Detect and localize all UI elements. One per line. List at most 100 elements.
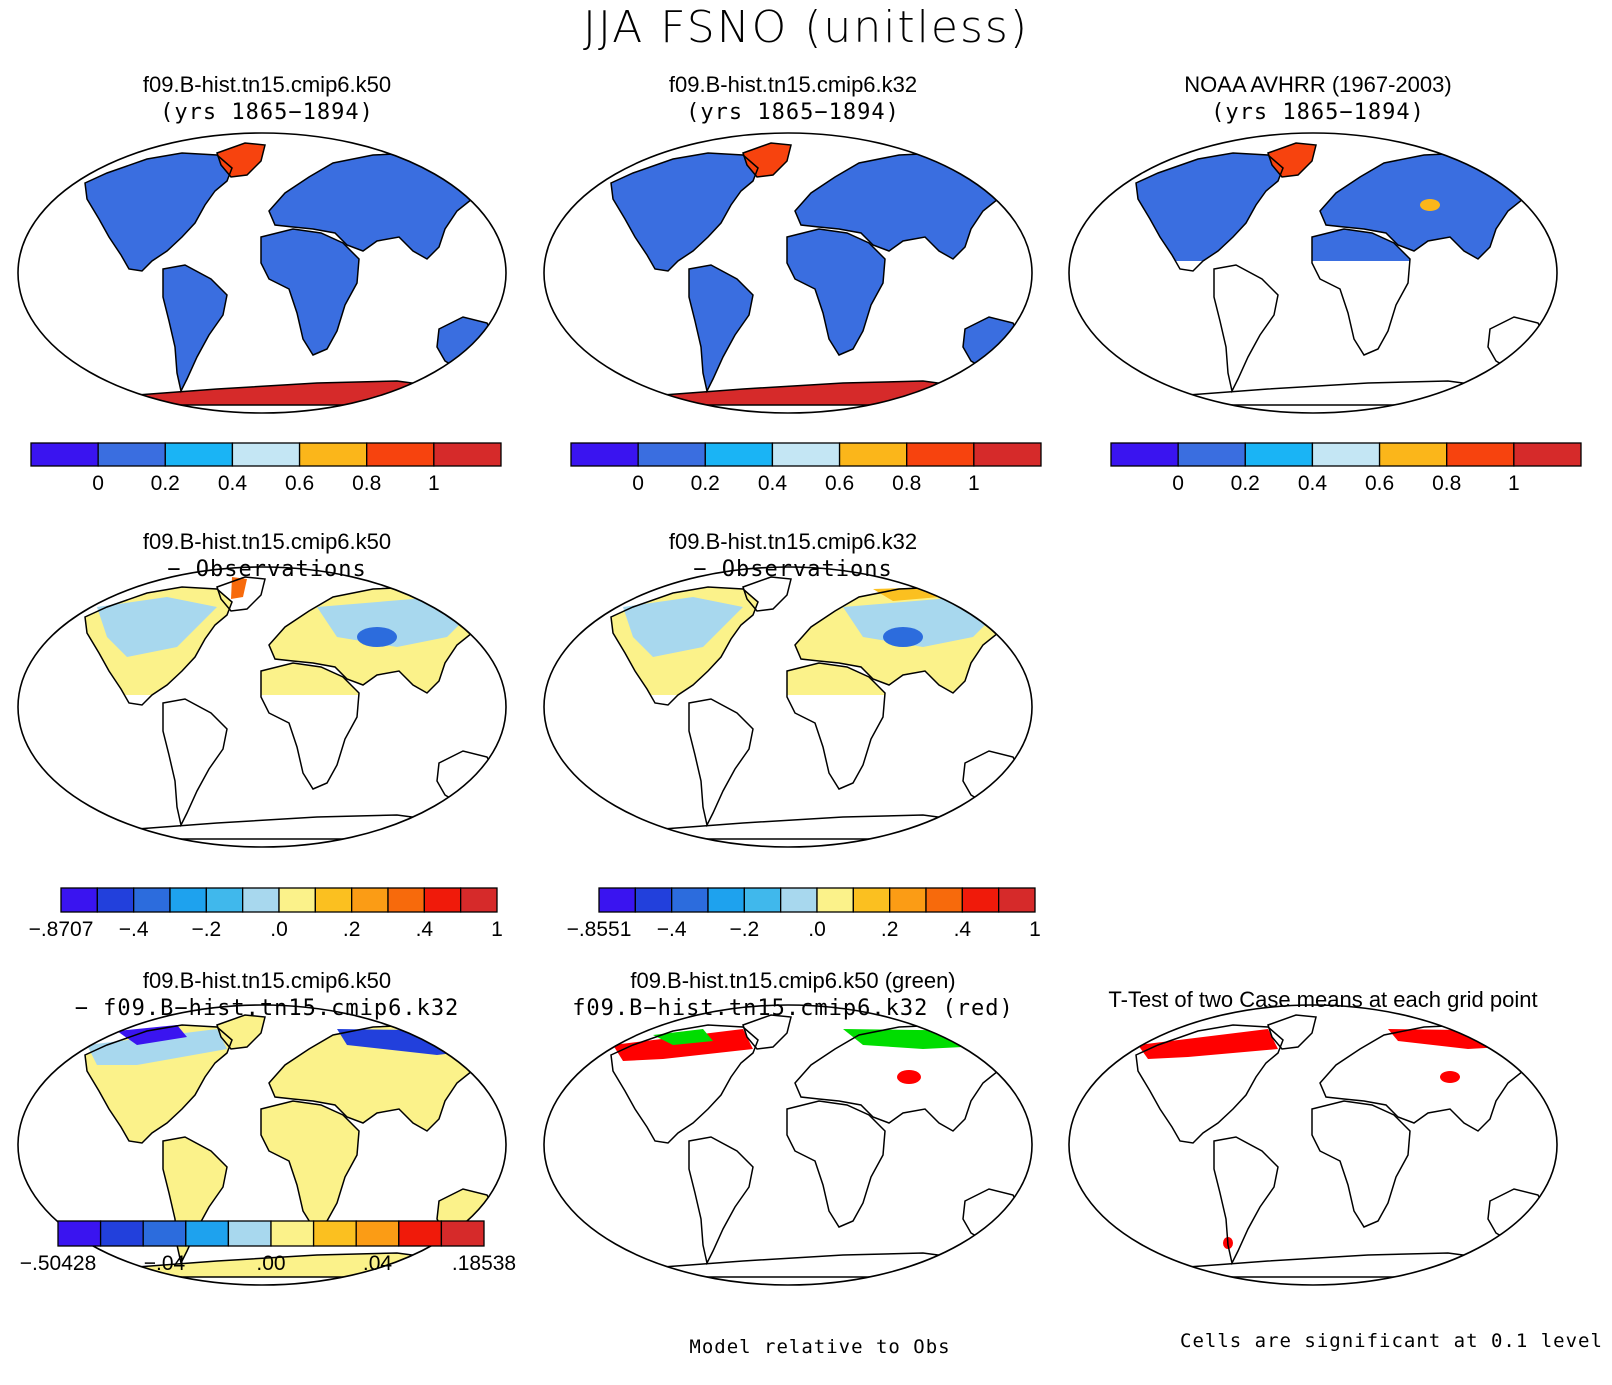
colorbar-6-swatch: [57, 1220, 102, 1247]
panel-4-subtitle: − Observations: [167, 557, 367, 582]
colorbar-3-swatch: [1177, 442, 1246, 467]
colorbar-4-swatch: [242, 887, 280, 913]
colorbar-5-tick-label: −.4: [657, 918, 687, 941]
colorbar-4-tick-label: .0: [270, 918, 288, 941]
panel-2-subtitle: (yrs 1865−1894): [686, 100, 900, 125]
colorbar-4-swatch: [169, 887, 207, 913]
colorbar-5-swatch: [889, 887, 927, 913]
colorbar-4-tick-label: −.4: [119, 918, 149, 941]
colorbar-4-tick-label: .4: [416, 918, 434, 941]
colorbar-1-tick-label: 0.6: [285, 472, 314, 495]
colorbar-6-tick-label: .04: [363, 1252, 393, 1275]
colorbar-1-tick-label: 0.4: [218, 472, 248, 495]
colorbar-6-swatch: [312, 1220, 357, 1247]
colorbar-5-tick-label: .0: [808, 918, 826, 941]
colorbar-3-swatch: [1311, 442, 1381, 467]
map-panel-3: [1068, 132, 1558, 414]
colorbar-6-swatch: [227, 1220, 272, 1247]
colorbar-5-swatch: [816, 887, 854, 913]
colorbar-4-tick-label: −.2: [191, 918, 221, 941]
colorbar-4-swatch: [314, 887, 353, 913]
colorbar-4-tick-label: .2: [343, 918, 361, 941]
colorbar-4-swatch: [96, 887, 135, 913]
panel-5-subtitle: − Observations: [693, 557, 893, 582]
colorbar-5-swatch: [961, 887, 1000, 913]
colorbar-3-tick-label: 1: [1508, 472, 1520, 495]
panel-6-subtitle: − f09.B−hist.tn15.cmip6.k32: [74, 996, 460, 1021]
colorbar-1-tick-label: 0.8: [352, 472, 381, 495]
colorbar-5-swatch: [780, 887, 818, 913]
colorbar-1: 0 0.2 0.4 0.6 0.8 1: [30, 442, 502, 495]
panel-8-title: T-Test of two Case means at each grid po…: [1108, 987, 1538, 1012]
colorbar-2-swatch: [637, 442, 706, 467]
colorbar-5-swatch: [925, 887, 963, 913]
colorbar-2-tick-label: 0.4: [758, 472, 788, 495]
colorbar-5-swatch: [852, 887, 891, 913]
colorbar-3-swatch: [1110, 442, 1179, 467]
colorbar-5-tick-label: −.2: [729, 918, 759, 941]
colorbar-2-swatch: [973, 442, 1042, 467]
panel-3-title: NOAA AVHRR (1967-2003): [1184, 72, 1452, 97]
colorbar-1-tick-label: 1: [428, 472, 440, 495]
colorbar-1-tick-label: 0.2: [151, 472, 180, 495]
colorbar-6-swatch: [185, 1220, 230, 1247]
map-panel-2: [543, 132, 1033, 414]
colorbar-3: 0 0.2 0.4 0.6 0.8 1: [1110, 442, 1582, 495]
colorbar-4-swatch: [205, 887, 244, 913]
panel-3-subtitle: (yrs 1865−1894): [1211, 100, 1425, 125]
colorbar-2-tick-label: 0: [632, 472, 644, 495]
colorbar-2-swatch: [570, 442, 639, 467]
colorbar-3-swatch: [1378, 442, 1448, 467]
panel-7-subtitle: f09.B−hist.tn15.cmip6.k32 (red): [572, 996, 1014, 1021]
map-panel-6: [17, 1004, 507, 1286]
colorbar-5-swatch: [671, 887, 709, 913]
colorbar-6-swatch: [99, 1220, 144, 1247]
panel-1-title: f09.B-hist.tn15.cmip6.k50: [142, 72, 392, 97]
colorbar-6: −.50428 −.04 .00 .04 .18538: [20, 1220, 516, 1275]
colorbar-2-tick-label: 1: [968, 472, 980, 495]
colorbar-4-swatch: [133, 887, 171, 913]
colorbar-3-swatch: [1244, 442, 1314, 467]
map-panel-5: [543, 566, 1033, 848]
colorbar-1-tick-label: 0: [92, 472, 104, 495]
colorbar-1-swatch: [231, 442, 301, 467]
colorbar-5-swatch: [634, 887, 673, 913]
colorbar-5-tick-label: .4: [954, 918, 972, 941]
map-panel-4: [17, 566, 507, 848]
colorbar-5-tick-label: .2: [881, 918, 899, 941]
panel-7-title: f09.B-hist.tn15.cmip6.k50 (green): [630, 968, 956, 993]
colorbar-3-tick-label: 0.2: [1231, 472, 1260, 495]
map-panel-1: [17, 132, 507, 414]
colorbar-5: −.8551 −.4 −.2 .0 .2 .4 1: [567, 887, 1041, 941]
colorbar-4: −.8707 −.4 −.2 .0 .2 .4 1: [29, 887, 503, 941]
colorbar-5-swatch: [707, 887, 745, 913]
colorbar-5-swatch: [598, 887, 636, 913]
colorbar-3-swatch: [1513, 442, 1582, 467]
colorbar-4-tick-label: −.8707: [29, 918, 94, 941]
colorbar-1-swatch: [298, 442, 368, 467]
panel-4-title: f09.B-hist.tn15.cmip6.k50: [142, 529, 392, 554]
colorbar-6-swatch: [142, 1220, 187, 1247]
panel-5-title: f09.B-hist.tn15.cmip6.k32: [668, 529, 918, 554]
colorbar-3-swatch: [1446, 442, 1515, 467]
colorbar-3-tick-label: 0: [1172, 472, 1184, 495]
colorbar-4-swatch: [278, 887, 316, 913]
colorbar-6-tick-label: .18538: [452, 1252, 516, 1275]
colorbar-2-tick-label: 0.2: [691, 472, 720, 495]
figure-title: JJA FSNO (unitless): [583, 2, 1029, 53]
colorbar-2-tick-label: 0.6: [825, 472, 854, 495]
colorbar-6-swatch: [440, 1220, 485, 1247]
colorbar-2-swatch: [838, 442, 908, 467]
colorbar-6-swatch: [398, 1220, 443, 1247]
note-model-relative: Model relative to Obs: [689, 1336, 951, 1358]
colorbar-5-tick-label: −.8551: [567, 918, 632, 941]
colorbar-4-swatch: [460, 887, 498, 913]
colorbar-1-swatch: [164, 442, 234, 467]
colorbar-4-swatch: [423, 887, 462, 913]
colorbar-6-swatch: [270, 1220, 315, 1247]
colorbar-4-swatch: [387, 887, 425, 913]
colorbar-5-swatch: [998, 887, 1036, 913]
colorbar-2-swatch: [704, 442, 774, 467]
